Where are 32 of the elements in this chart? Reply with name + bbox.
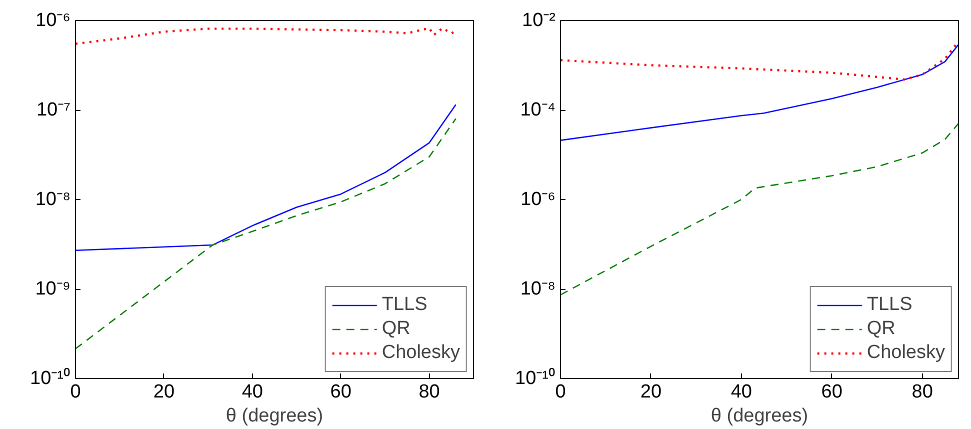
y-tick-label: 10⁻⁴ <box>520 100 556 120</box>
x-tick-label: 80 <box>418 382 440 402</box>
line-series <box>560 122 958 296</box>
x-tick-label: 80 <box>912 382 933 402</box>
legend-label: Cholesky <box>866 341 945 365</box>
legend-label: Cholesky <box>382 341 460 365</box>
legend-label: TLLS <box>866 293 912 317</box>
x-tick-label: 20 <box>153 382 175 402</box>
legend-label: TLLS <box>382 293 428 317</box>
line-series <box>76 27 457 45</box>
x-tick-label: 0 <box>70 382 81 402</box>
legend-label: QR <box>866 317 896 341</box>
x-tick-label: 40 <box>730 382 752 402</box>
x-tick-label: 0 <box>555 382 566 402</box>
x-tick-label: 60 <box>821 382 842 402</box>
line-series <box>76 104 456 252</box>
y-tick-label: 10⁻⁸ <box>520 278 556 300</box>
x-axis-title: θ (degrees) <box>710 406 808 426</box>
y-tick-label: 10⁻⁶ <box>36 10 71 31</box>
legend-label: QR <box>382 317 410 341</box>
y-tick-label: 10⁻⁶ <box>520 189 556 210</box>
x-tick-label: 40 <box>242 382 263 402</box>
y-tick-label: 10⁻⁷ <box>36 100 71 120</box>
y-tick-label: 10⁻¹⁰ <box>30 367 71 389</box>
x-tick-label: 20 <box>640 382 662 402</box>
x-tick-label: 60 <box>330 382 352 402</box>
y-tick-label: 10⁻⁸ <box>35 189 71 210</box>
x-axis-title: θ (degrees) <box>226 406 324 426</box>
y-tick-label: 10⁻⁹ <box>35 278 71 300</box>
line-series <box>560 44 958 141</box>
y-tick-label: 10⁻¹⁰ <box>515 367 556 389</box>
y-tick-label: 10⁻² <box>522 10 556 31</box>
